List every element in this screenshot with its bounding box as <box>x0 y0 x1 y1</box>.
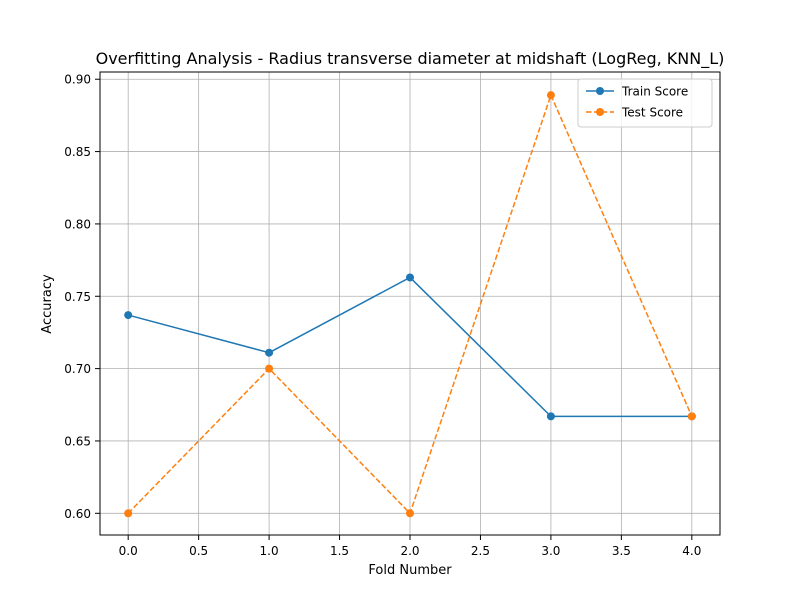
train-score-point <box>406 273 414 282</box>
legend-label-test-score: Test Score <box>621 106 683 120</box>
x-tick-label: 3.5 <box>612 544 631 558</box>
legend-marker-test-score <box>596 108 604 116</box>
legend-label-train-score: Train Score <box>621 85 688 99</box>
x-tick-label: 1.0 <box>260 544 279 558</box>
test-score-point <box>546 91 555 100</box>
test-score-point <box>265 364 274 373</box>
train-score-point <box>265 348 274 357</box>
test-score-point <box>687 412 696 421</box>
y-tick-label: 0.60 <box>64 507 91 521</box>
y-tick-label: 0.90 <box>64 73 91 87</box>
axes-layer: 0.0 0.5 1.0 1.5 2.0 2.5 3.0 3.5 4.0 0.60 0.65 0.70 0… <box>64 71 721 558</box>
y-tick-label: 0.80 <box>64 217 91 231</box>
y-tick-label: 0.75 <box>64 290 91 304</box>
test-score-point <box>124 509 133 518</box>
train-score-point <box>546 412 555 421</box>
series-layer <box>124 91 696 518</box>
y-tick-label: 0.70 <box>64 362 91 376</box>
legend: Train Score Test Score <box>577 78 713 128</box>
x-tick-label: 0.5 <box>189 544 208 558</box>
x-tick-label: 0.0 <box>119 544 138 558</box>
y-tick-label: 0.65 <box>64 434 91 448</box>
x-tick-label: 2.0 <box>400 544 419 558</box>
test-score-series <box>124 91 696 518</box>
train-score-point <box>124 311 133 320</box>
legend-marker-train-score <box>596 87 604 95</box>
y-axis-label: Accuracy <box>40 274 55 334</box>
x-tick-label: 2.5 <box>471 544 490 558</box>
x-tick-label: 4.0 <box>682 544 701 558</box>
chart-title: Overfitting Analysis - Radius transverse… <box>96 49 725 69</box>
x-axis-label: Fold Number <box>368 563 452 578</box>
test-score-point <box>406 509 414 518</box>
y-tick-label: 0.85 <box>64 145 91 159</box>
x-tick-label: 3.0 <box>541 544 560 558</box>
x-tick-label: 1.5 <box>330 544 349 558</box>
